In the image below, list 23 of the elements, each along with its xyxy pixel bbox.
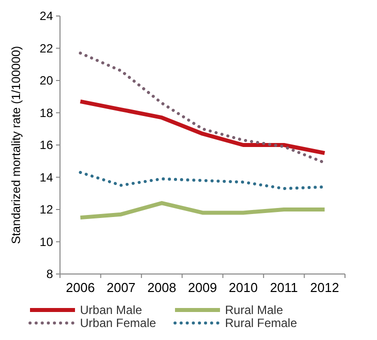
legend-label: Rural Male <box>225 303 284 318</box>
x-tick-label: 2009 <box>188 280 217 295</box>
y-tick-label: 12 <box>40 202 54 217</box>
x-tick-label: 2006 <box>66 280 95 295</box>
y-axis-title: Standarized mortality rate (1/100000) <box>9 46 23 244</box>
y-tick-label: 24 <box>40 9 54 24</box>
y-tick-label: 22 <box>40 41 54 56</box>
x-tick-label: 2012 <box>310 280 340 295</box>
y-tick-label: 8 <box>46 267 54 282</box>
legend-label: Urban Female <box>80 316 156 330</box>
legend-label: Rural Female <box>225 316 298 330</box>
y-tick-label: 14 <box>40 170 54 184</box>
x-tick-label: 2008 <box>147 280 176 295</box>
legend-label: Urban Male <box>80 303 142 318</box>
line-series <box>78 99 327 156</box>
y-tick-label: 18 <box>40 106 54 120</box>
y-tick-label: 20 <box>40 74 54 88</box>
x-tick-label: 2007 <box>106 280 136 295</box>
line-series <box>78 201 327 220</box>
x-tick-label: 2010 <box>228 280 258 295</box>
x-tick-label: 2011 <box>270 280 298 295</box>
y-tick-label: 16 <box>40 138 54 152</box>
y-tick-label: 10 <box>40 234 54 249</box>
